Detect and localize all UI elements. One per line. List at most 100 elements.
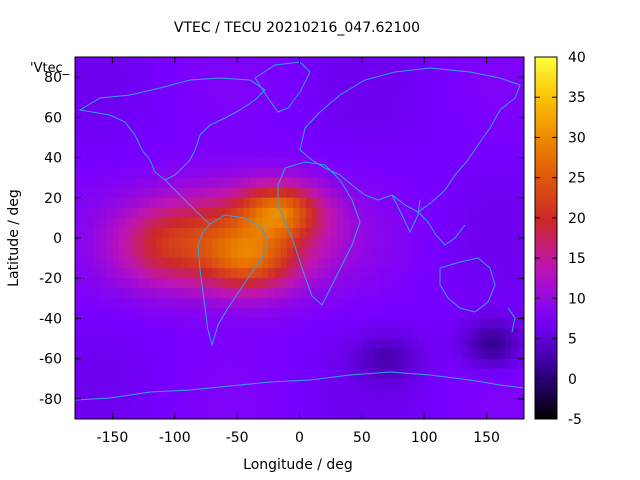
- heat-cell: [212, 87, 220, 98]
- heat-cell: [293, 288, 301, 299]
- heat-cell: [361, 157, 369, 169]
- heat-cell: [505, 278, 513, 289]
- heat-cell: [268, 308, 276, 320]
- heat-cell: [224, 268, 232, 279]
- heat-cell: [305, 348, 313, 360]
- heat-cell: [218, 207, 226, 219]
- heat-cell: [411, 137, 419, 149]
- heat-cell: [81, 97, 89, 108]
- heat-cell: [212, 217, 220, 229]
- heat-cell: [411, 318, 419, 330]
- heat-cell: [430, 167, 438, 179]
- heat-cell: [336, 238, 344, 249]
- heat-cell: [187, 358, 195, 370]
- heat-cell: [162, 238, 170, 249]
- heat-cell: [436, 67, 444, 78]
- heat-cell: [99, 348, 107, 360]
- heat-cell: [280, 358, 288, 370]
- heat-cell: [293, 388, 301, 400]
- heat-cell: [224, 288, 232, 299]
- heat-cell: [205, 197, 213, 209]
- heat-cell: [181, 378, 188, 390]
- heat-cell: [268, 288, 276, 299]
- heat-cell: [393, 358, 400, 370]
- heat-cell: [237, 248, 244, 259]
- heat-cell: [262, 67, 269, 78]
- heat-cell: [174, 318, 182, 330]
- heat-cell: [205, 107, 213, 118]
- heat-cell: [486, 268, 494, 279]
- heat-cell: [393, 187, 400, 199]
- heat-cell: [430, 238, 438, 249]
- heat-cell: [156, 107, 163, 118]
- heat-cell: [280, 147, 288, 159]
- heat-cell: [411, 268, 419, 279]
- heat-cell: [274, 137, 282, 149]
- heat-cell: [137, 177, 145, 189]
- heat-cell: [411, 187, 419, 199]
- heat-cell: [380, 258, 388, 269]
- heat-cell: [467, 97, 475, 108]
- heat-cell: [324, 207, 332, 219]
- heat-cell: [87, 87, 95, 98]
- heat-cell: [118, 207, 126, 219]
- heat-cell: [174, 217, 182, 229]
- heat-cell: [193, 107, 201, 118]
- heat-cell: [405, 388, 413, 400]
- heat-cell: [230, 177, 238, 189]
- heat-cell: [393, 207, 400, 219]
- heat-cell: [262, 57, 269, 68]
- heat-cell: [424, 358, 432, 370]
- heat-cell: [162, 378, 170, 390]
- heat-cell: [274, 87, 282, 98]
- heat-cell: [386, 298, 394, 309]
- heat-cell: [318, 388, 326, 400]
- heat-cell: [205, 117, 213, 128]
- heat-cell: [87, 298, 95, 309]
- heat-cell: [305, 207, 313, 219]
- heat-cell: [287, 87, 294, 98]
- heat-cell: [330, 117, 338, 128]
- heat-cell: [461, 57, 469, 68]
- heat-cell: [156, 318, 163, 330]
- heat-cell: [255, 137, 263, 149]
- heat-cell: [187, 388, 195, 400]
- heat-cell: [181, 238, 188, 249]
- heat-cell: [75, 278, 82, 289]
- heat-cell: [499, 348, 506, 360]
- heat-cell: [274, 338, 282, 350]
- heat-cell: [187, 408, 195, 419]
- heat-cell: [205, 308, 213, 320]
- heat-cell: [243, 358, 251, 370]
- heat-cell: [137, 157, 145, 169]
- heat-cell: [75, 338, 82, 350]
- heat-cell: [106, 87, 114, 98]
- heat-cell: [293, 77, 301, 88]
- heat-cell: [106, 107, 114, 118]
- heat-cell: [212, 258, 220, 269]
- heat-cell: [442, 117, 450, 128]
- heat-cell: [181, 137, 188, 149]
- heat-cell: [474, 378, 481, 390]
- heat-cell: [343, 328, 350, 340]
- heat-cell: [386, 338, 394, 350]
- heat-cell: [374, 207, 382, 219]
- heat-cell: [430, 137, 438, 149]
- heat-cell: [311, 107, 319, 118]
- heat-cell: [181, 207, 188, 219]
- heat-cell: [230, 207, 238, 219]
- heat-cell: [474, 268, 481, 279]
- heat-cell: [311, 268, 319, 279]
- heat-cell: [274, 97, 282, 108]
- heat-cell: [399, 238, 407, 249]
- heat-cell: [143, 348, 151, 360]
- heat-cell: [343, 187, 350, 199]
- heat-cell: [249, 278, 257, 289]
- heat-cell: [293, 227, 301, 239]
- heat-cell: [156, 248, 163, 259]
- heat-cell: [193, 248, 201, 259]
- heat-cell: [405, 97, 413, 108]
- heat-cell: [411, 167, 419, 179]
- heat-cell: [156, 408, 163, 419]
- heat-cell: [75, 107, 82, 118]
